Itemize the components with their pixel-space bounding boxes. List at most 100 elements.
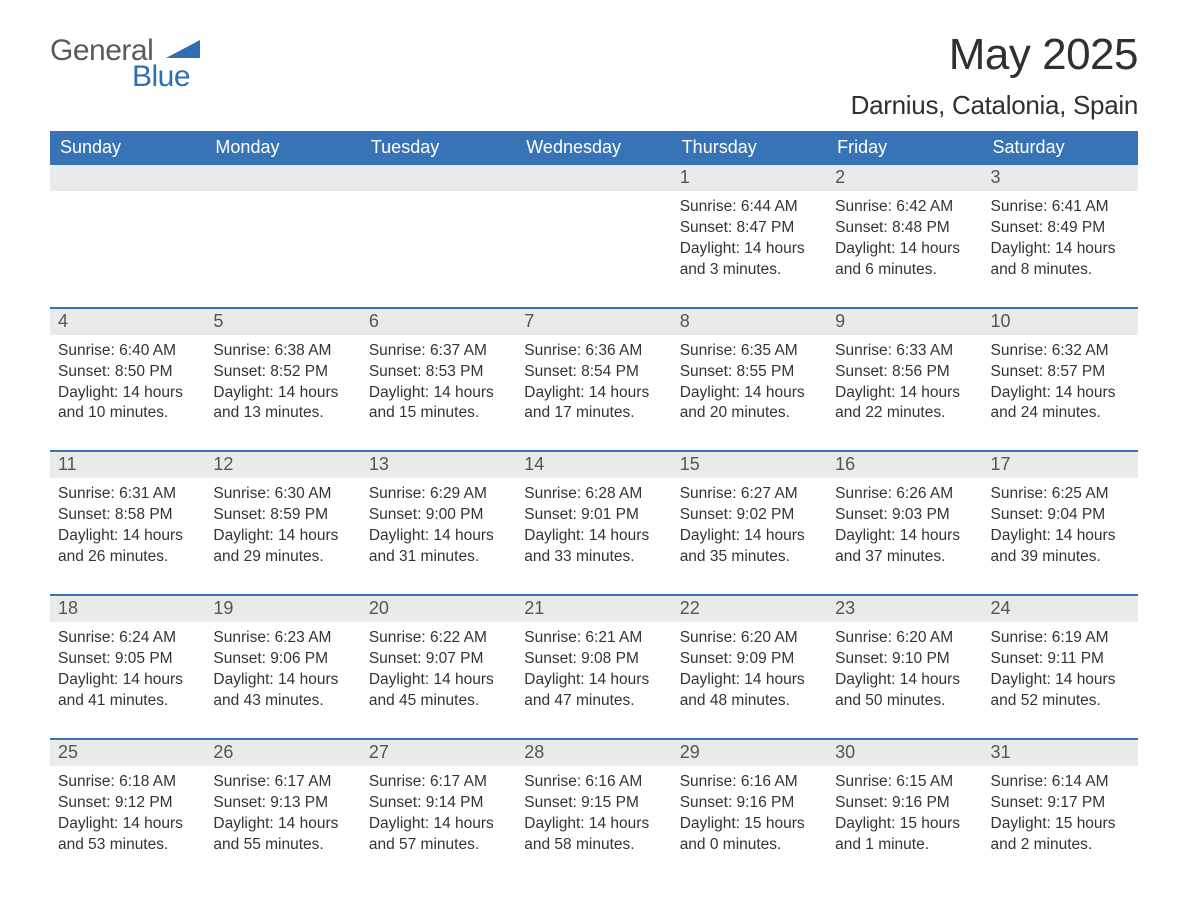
daylight-text: Daylight: 14 hours and 8 minutes. <box>991 239 1130 281</box>
daylight-text: Daylight: 15 hours and 0 minutes. <box>680 814 819 856</box>
day-number: 24 <box>983 596 1138 622</box>
day-number: 22 <box>672 596 827 622</box>
daylight-text: Daylight: 14 hours and 33 minutes. <box>524 526 663 568</box>
day-number: 13 <box>361 452 516 478</box>
sunrise-text: Sunrise: 6:37 AM <box>369 341 508 362</box>
daylight-text: Daylight: 14 hours and 13 minutes. <box>213 383 352 425</box>
brand-word-2: Blue <box>132 62 190 92</box>
day-details: Sunrise: 6:21 AMSunset: 9:08 PMDaylight:… <box>516 622 671 712</box>
day-number: 3 <box>983 165 1138 191</box>
sunrise-text: Sunrise: 6:44 AM <box>680 197 819 218</box>
weekday-header: Tuesday <box>361 131 516 165</box>
daylight-text: Daylight: 14 hours and 57 minutes. <box>369 814 508 856</box>
sunset-text: Sunset: 8:54 PM <box>524 362 663 383</box>
day-cell: 27Sunrise: 6:17 AMSunset: 9:14 PMDayligh… <box>361 740 516 864</box>
day-number: 9 <box>827 309 982 335</box>
day-cell: 20Sunrise: 6:22 AMSunset: 9:07 PMDayligh… <box>361 596 516 720</box>
week-row: ....1Sunrise: 6:44 AMSunset: 8:47 PMDayl… <box>50 165 1138 289</box>
day-details: Sunrise: 6:35 AMSunset: 8:55 PMDaylight:… <box>672 335 827 425</box>
day-cell: 10Sunrise: 6:32 AMSunset: 8:57 PMDayligh… <box>983 309 1138 433</box>
day-number: 4 <box>50 309 205 335</box>
sunset-text: Sunset: 9:15 PM <box>524 793 663 814</box>
day-number: 29 <box>672 740 827 766</box>
day-number: 21 <box>516 596 671 622</box>
day-cell: 24Sunrise: 6:19 AMSunset: 9:11 PMDayligh… <box>983 596 1138 720</box>
sunrise-text: Sunrise: 6:23 AM <box>213 628 352 649</box>
sunrise-text: Sunrise: 6:42 AM <box>835 197 974 218</box>
sunset-text: Sunset: 8:48 PM <box>835 218 974 239</box>
weekday-header: Monday <box>205 131 360 165</box>
sunrise-text: Sunrise: 6:31 AM <box>58 484 197 505</box>
weekday-header: Friday <box>827 131 982 165</box>
sunrise-text: Sunrise: 6:22 AM <box>369 628 508 649</box>
sunrise-text: Sunrise: 6:17 AM <box>369 772 508 793</box>
day-cell: 28Sunrise: 6:16 AMSunset: 9:15 PMDayligh… <box>516 740 671 864</box>
sunset-text: Sunset: 8:50 PM <box>58 362 197 383</box>
daylight-text: Daylight: 14 hours and 26 minutes. <box>58 526 197 568</box>
daylight-text: Daylight: 14 hours and 6 minutes. <box>835 239 974 281</box>
sunrise-text: Sunrise: 6:27 AM <box>680 484 819 505</box>
day-details: Sunrise: 6:22 AMSunset: 9:07 PMDaylight:… <box>361 622 516 712</box>
day-details: Sunrise: 6:32 AMSunset: 8:57 PMDaylight:… <box>983 335 1138 425</box>
sunset-text: Sunset: 9:03 PM <box>835 505 974 526</box>
day-details: Sunrise: 6:19 AMSunset: 9:11 PMDaylight:… <box>983 622 1138 712</box>
daylight-text: Daylight: 14 hours and 58 minutes. <box>524 814 663 856</box>
day-details: Sunrise: 6:17 AMSunset: 9:14 PMDaylight:… <box>361 766 516 856</box>
day-details: Sunrise: 6:40 AMSunset: 8:50 PMDaylight:… <box>50 335 205 425</box>
weekday-header: Wednesday <box>516 131 671 165</box>
daylight-text: Daylight: 14 hours and 55 minutes. <box>213 814 352 856</box>
day-details: Sunrise: 6:24 AMSunset: 9:05 PMDaylight:… <box>50 622 205 712</box>
week-row: 18Sunrise: 6:24 AMSunset: 9:05 PMDayligh… <box>50 594 1138 720</box>
sunset-text: Sunset: 8:55 PM <box>680 362 819 383</box>
day-cell: 5Sunrise: 6:38 AMSunset: 8:52 PMDaylight… <box>205 309 360 433</box>
sunrise-text: Sunrise: 6:28 AM <box>524 484 663 505</box>
daylight-text: Daylight: 14 hours and 50 minutes. <box>835 670 974 712</box>
sunset-text: Sunset: 9:02 PM <box>680 505 819 526</box>
day-details: Sunrise: 6:42 AMSunset: 8:48 PMDaylight:… <box>827 191 982 281</box>
day-details: Sunrise: 6:18 AMSunset: 9:12 PMDaylight:… <box>50 766 205 856</box>
daylight-text: Daylight: 14 hours and 37 minutes. <box>835 526 974 568</box>
day-details: Sunrise: 6:44 AMSunset: 8:47 PMDaylight:… <box>672 191 827 281</box>
day-number: 28 <box>516 740 671 766</box>
day-number: 8 <box>672 309 827 335</box>
sunrise-text: Sunrise: 6:16 AM <box>680 772 819 793</box>
sunset-text: Sunset: 9:04 PM <box>991 505 1130 526</box>
day-details: Sunrise: 6:29 AMSunset: 9:00 PMDaylight:… <box>361 478 516 568</box>
day-number: 26 <box>205 740 360 766</box>
day-cell: 9Sunrise: 6:33 AMSunset: 8:56 PMDaylight… <box>827 309 982 433</box>
day-number: . <box>361 165 516 191</box>
sunrise-text: Sunrise: 6:41 AM <box>991 197 1130 218</box>
day-cell: 8Sunrise: 6:35 AMSunset: 8:55 PMDaylight… <box>672 309 827 433</box>
day-details: Sunrise: 6:27 AMSunset: 9:02 PMDaylight:… <box>672 478 827 568</box>
brand-logo: General Blue <box>50 30 190 92</box>
daylight-text: Daylight: 14 hours and 31 minutes. <box>369 526 508 568</box>
sunrise-text: Sunrise: 6:26 AM <box>835 484 974 505</box>
day-cell: 16Sunrise: 6:26 AMSunset: 9:03 PMDayligh… <box>827 452 982 576</box>
sunrise-text: Sunrise: 6:38 AM <box>213 341 352 362</box>
day-details: Sunrise: 6:38 AMSunset: 8:52 PMDaylight:… <box>205 335 360 425</box>
day-number: 10 <box>983 309 1138 335</box>
daylight-text: Daylight: 15 hours and 1 minute. <box>835 814 974 856</box>
day-number: . <box>516 165 671 191</box>
day-cell: 12Sunrise: 6:30 AMSunset: 8:59 PMDayligh… <box>205 452 360 576</box>
day-cell: 2Sunrise: 6:42 AMSunset: 8:48 PMDaylight… <box>827 165 982 289</box>
calendar: Sunday Monday Tuesday Wednesday Thursday… <box>50 131 1138 863</box>
day-cell: 30Sunrise: 6:15 AMSunset: 9:16 PMDayligh… <box>827 740 982 864</box>
daylight-text: Daylight: 14 hours and 20 minutes. <box>680 383 819 425</box>
day-details: Sunrise: 6:23 AMSunset: 9:06 PMDaylight:… <box>205 622 360 712</box>
day-cell: 4Sunrise: 6:40 AMSunset: 8:50 PMDaylight… <box>50 309 205 433</box>
day-cell: 21Sunrise: 6:21 AMSunset: 9:08 PMDayligh… <box>516 596 671 720</box>
sunrise-text: Sunrise: 6:36 AM <box>524 341 663 362</box>
daylight-text: Daylight: 14 hours and 45 minutes. <box>369 670 508 712</box>
week-row: 25Sunrise: 6:18 AMSunset: 9:12 PMDayligh… <box>50 738 1138 864</box>
sunrise-text: Sunrise: 6:30 AM <box>213 484 352 505</box>
day-details: Sunrise: 6:26 AMSunset: 9:03 PMDaylight:… <box>827 478 982 568</box>
sunset-text: Sunset: 9:14 PM <box>369 793 508 814</box>
sunset-text: Sunset: 9:16 PM <box>835 793 974 814</box>
day-cell: 3Sunrise: 6:41 AMSunset: 8:49 PMDaylight… <box>983 165 1138 289</box>
day-cell: 13Sunrise: 6:29 AMSunset: 9:00 PMDayligh… <box>361 452 516 576</box>
daylight-text: Daylight: 14 hours and 22 minutes. <box>835 383 974 425</box>
sunrise-text: Sunrise: 6:29 AM <box>369 484 508 505</box>
day-number: 27 <box>361 740 516 766</box>
sunset-text: Sunset: 8:57 PM <box>991 362 1130 383</box>
